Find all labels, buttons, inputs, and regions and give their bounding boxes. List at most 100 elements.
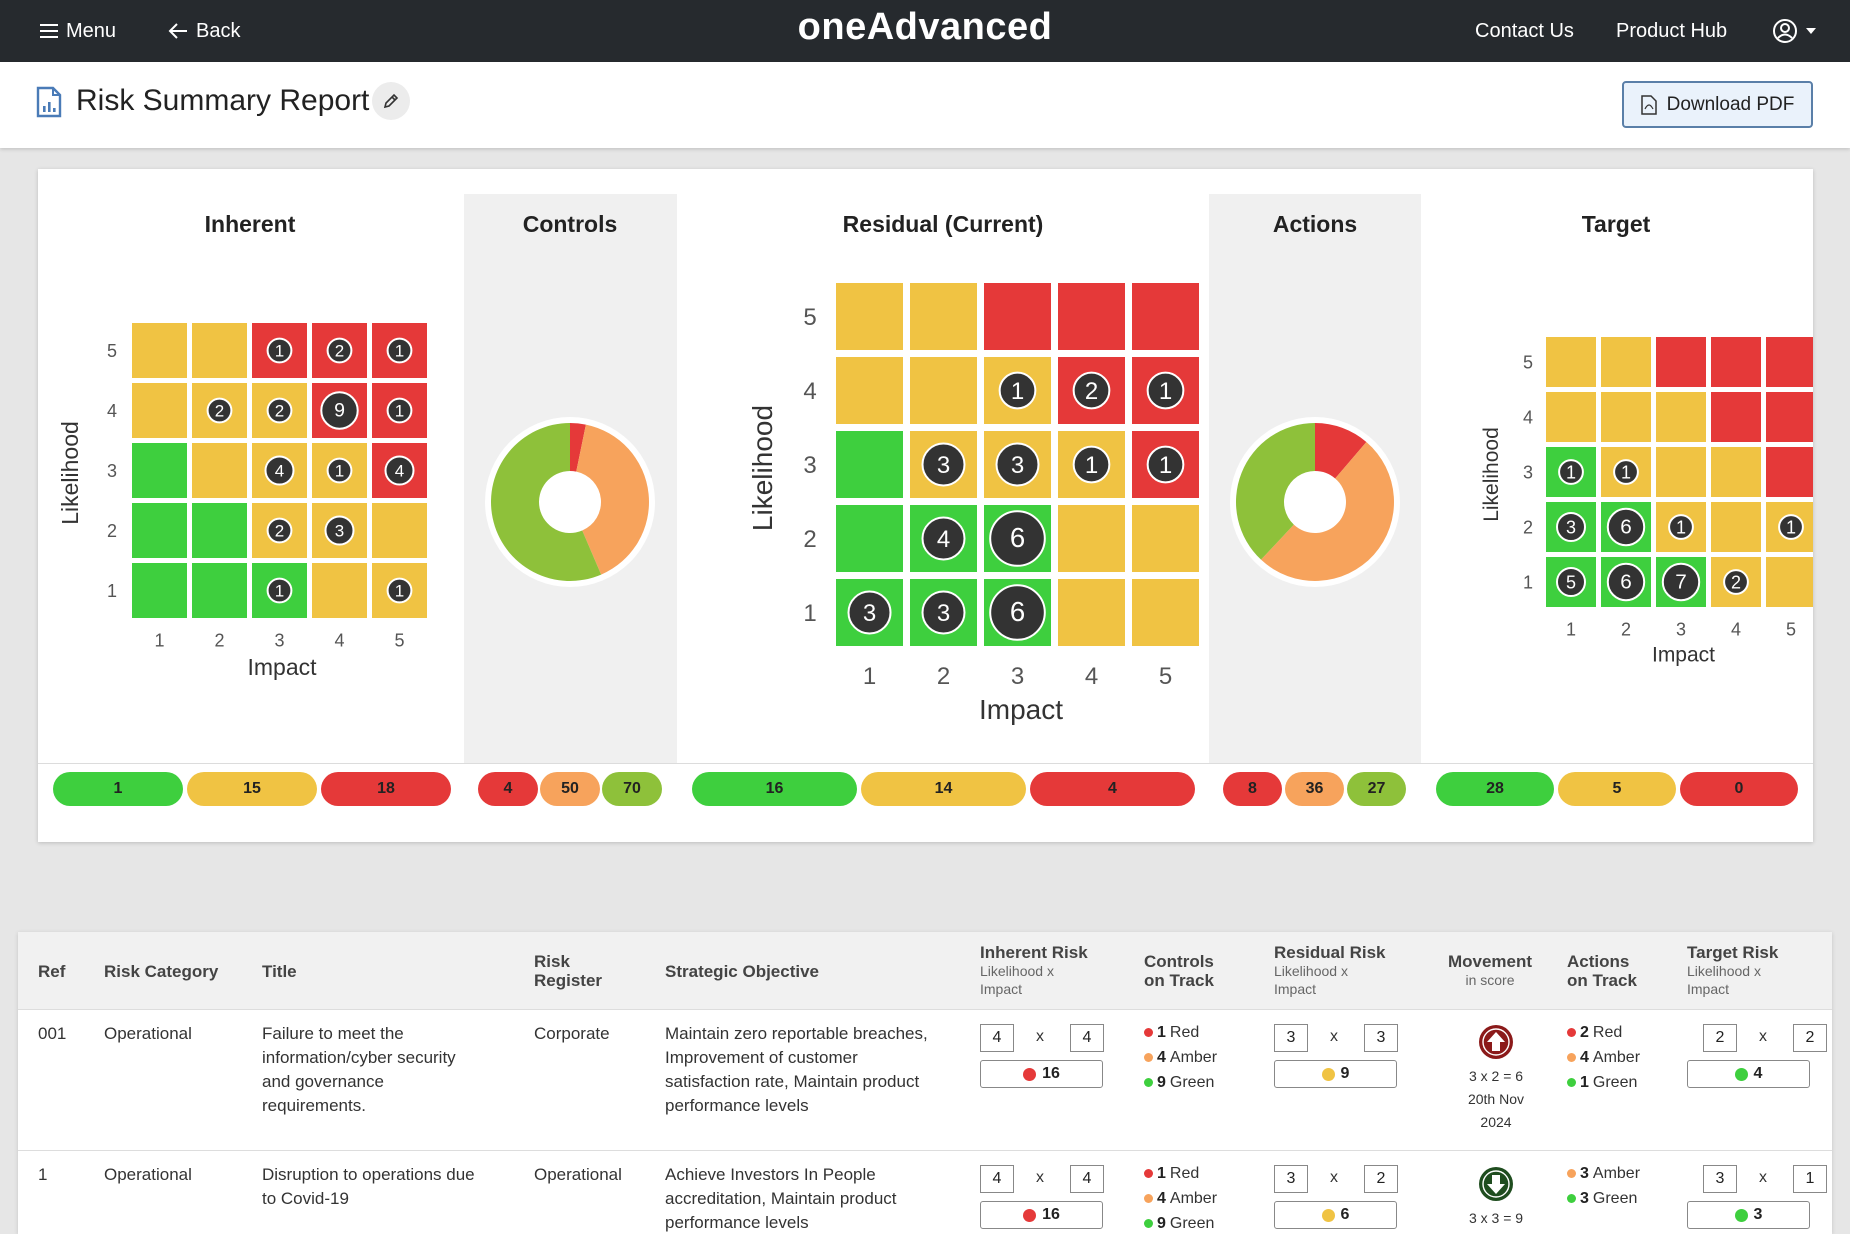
inherent-cell[interactable] [132,383,187,438]
inherent-count-marker[interactable] [264,455,295,486]
edit-title-button[interactable] [372,82,410,120]
inherent-cell[interactable] [192,563,247,618]
target-count-marker[interactable] [1556,567,1586,597]
header-controls-on-track[interactable]: Controls on Track [1144,952,1214,990]
inherent-cell[interactable] [192,323,247,378]
target-count-marker[interactable] [1558,459,1584,485]
inherent-count-marker[interactable] [384,455,415,486]
brand-logo[interactable]: oneAdvanced [797,6,1053,48]
header-strategic-objective[interactable]: Strategic Objective [665,962,820,981]
inherent-count-marker[interactable] [266,577,293,604]
header-target-risk[interactable]: Target Risk Likelihood x Impact [1687,943,1807,998]
donut-slice-amber[interactable] [576,424,649,575]
target-cell[interactable] [1656,337,1706,387]
target-cell[interactable] [1656,447,1706,497]
target-cell[interactable] [1711,337,1761,387]
target-count-marker[interactable] [1606,507,1646,547]
residual-count-marker[interactable] [1146,371,1185,410]
row-title[interactable]: Failure to meet the information/cyber se… [262,1024,456,1115]
inherent-count-marker[interactable] [326,337,353,364]
residual-cell[interactable] [836,505,903,572]
target-cell[interactable] [1601,392,1651,442]
inherent-cell[interactable] [372,503,427,558]
back-button[interactable]: Back [168,0,240,62]
inherent-cell[interactable] [132,443,187,498]
inherent-count-marker[interactable] [320,391,359,430]
target-cell[interactable] [1766,557,1813,607]
target-cell[interactable] [1711,392,1761,442]
header-inherent-risk[interactable]: Inherent Risk Likelihood x Impact [980,943,1110,998]
residual-count-marker[interactable] [989,510,1046,567]
residual-cell[interactable] [1132,283,1199,350]
target-cell[interactable] [1766,447,1813,497]
target-count-marker[interactable] [1661,562,1701,602]
menu-button[interactable]: Menu [40,0,116,62]
target-count-marker[interactable] [1668,514,1694,540]
residual-count-marker[interactable] [1072,445,1111,484]
residual-cell[interactable] [836,431,903,498]
residual-count-marker[interactable] [921,516,966,561]
residual-count-marker[interactable] [998,371,1037,410]
target-cell[interactable] [1656,392,1706,442]
header-actions-on-track[interactable]: Actions on Track [1567,952,1637,990]
donut-slice-red[interactable] [570,423,586,472]
target-cell[interactable] [1711,502,1761,552]
target-count-marker[interactable] [1778,514,1804,540]
user-menu-button[interactable] [1772,0,1816,62]
inherent-count-marker[interactable] [206,397,233,424]
target-count-marker[interactable] [1556,512,1586,542]
target-count-marker[interactable] [1613,459,1639,485]
header-title[interactable]: Title [262,962,297,981]
target-count-marker[interactable] [1606,562,1646,602]
target-cell[interactable] [1546,392,1596,442]
inherent-count-marker[interactable] [386,577,413,604]
inherent-cell[interactable] [192,503,247,558]
inherent-count-marker[interactable] [266,337,293,364]
donut-slice-green[interactable] [491,423,602,581]
inherent-cell[interactable] [132,323,187,378]
inherent-cell[interactable] [192,443,247,498]
contact-us-link[interactable]: Contact Us [1475,19,1574,42]
inherent-count-marker[interactable] [386,337,413,364]
residual-cell[interactable] [1058,505,1125,572]
header-risk-category[interactable]: Risk Category [104,962,219,981]
product-hub-link[interactable]: Product Hub [1616,19,1728,42]
residual-count-marker[interactable] [995,442,1040,487]
residual-cell[interactable] [1058,579,1125,646]
residual-count-marker[interactable] [1146,445,1185,484]
header-movement[interactable]: Movement in score [1440,952,1540,989]
inherent-count-marker[interactable] [266,517,293,544]
inherent-count-marker[interactable] [324,515,355,546]
header-residual-risk[interactable]: Residual Risk Likelihood x Impact [1274,943,1394,998]
residual-count-marker[interactable] [921,590,966,635]
residual-count-marker[interactable] [847,590,892,635]
donut-slice-amber[interactable] [1261,441,1394,581]
header-risk-register[interactable]: Risk Register [534,952,603,990]
inherent-count-marker[interactable] [326,457,353,484]
residual-cell[interactable] [910,283,977,350]
residual-cell[interactable] [1132,579,1199,646]
header-ref[interactable]: Ref [38,962,66,981]
inherent-cell[interactable] [312,563,367,618]
residual-count-marker[interactable] [921,442,966,487]
download-pdf-button[interactable]: Download PDF [1622,81,1813,128]
target-cell[interactable] [1601,337,1651,387]
residual-cell[interactable] [1058,283,1125,350]
residual-cell[interactable] [1132,505,1199,572]
residual-cell[interactable] [984,283,1051,350]
inherent-cell[interactable] [132,503,187,558]
donut-slice-green[interactable] [1236,423,1315,560]
target-count-marker[interactable] [1723,569,1749,595]
residual-cell[interactable] [836,283,903,350]
target-cell[interactable] [1766,392,1813,442]
inherent-cell[interactable] [132,563,187,618]
donut-slice-red[interactable] [1315,423,1367,479]
residual-cell[interactable] [910,357,977,424]
target-cell[interactable] [1711,447,1761,497]
residual-count-marker[interactable] [1072,371,1111,410]
target-cell[interactable] [1546,337,1596,387]
row-title[interactable]: Disruption to operations due to Covid-19 [262,1165,475,1208]
inherent-count-marker[interactable] [386,397,413,424]
residual-count-marker[interactable] [989,584,1046,641]
residual-cell[interactable] [836,357,903,424]
